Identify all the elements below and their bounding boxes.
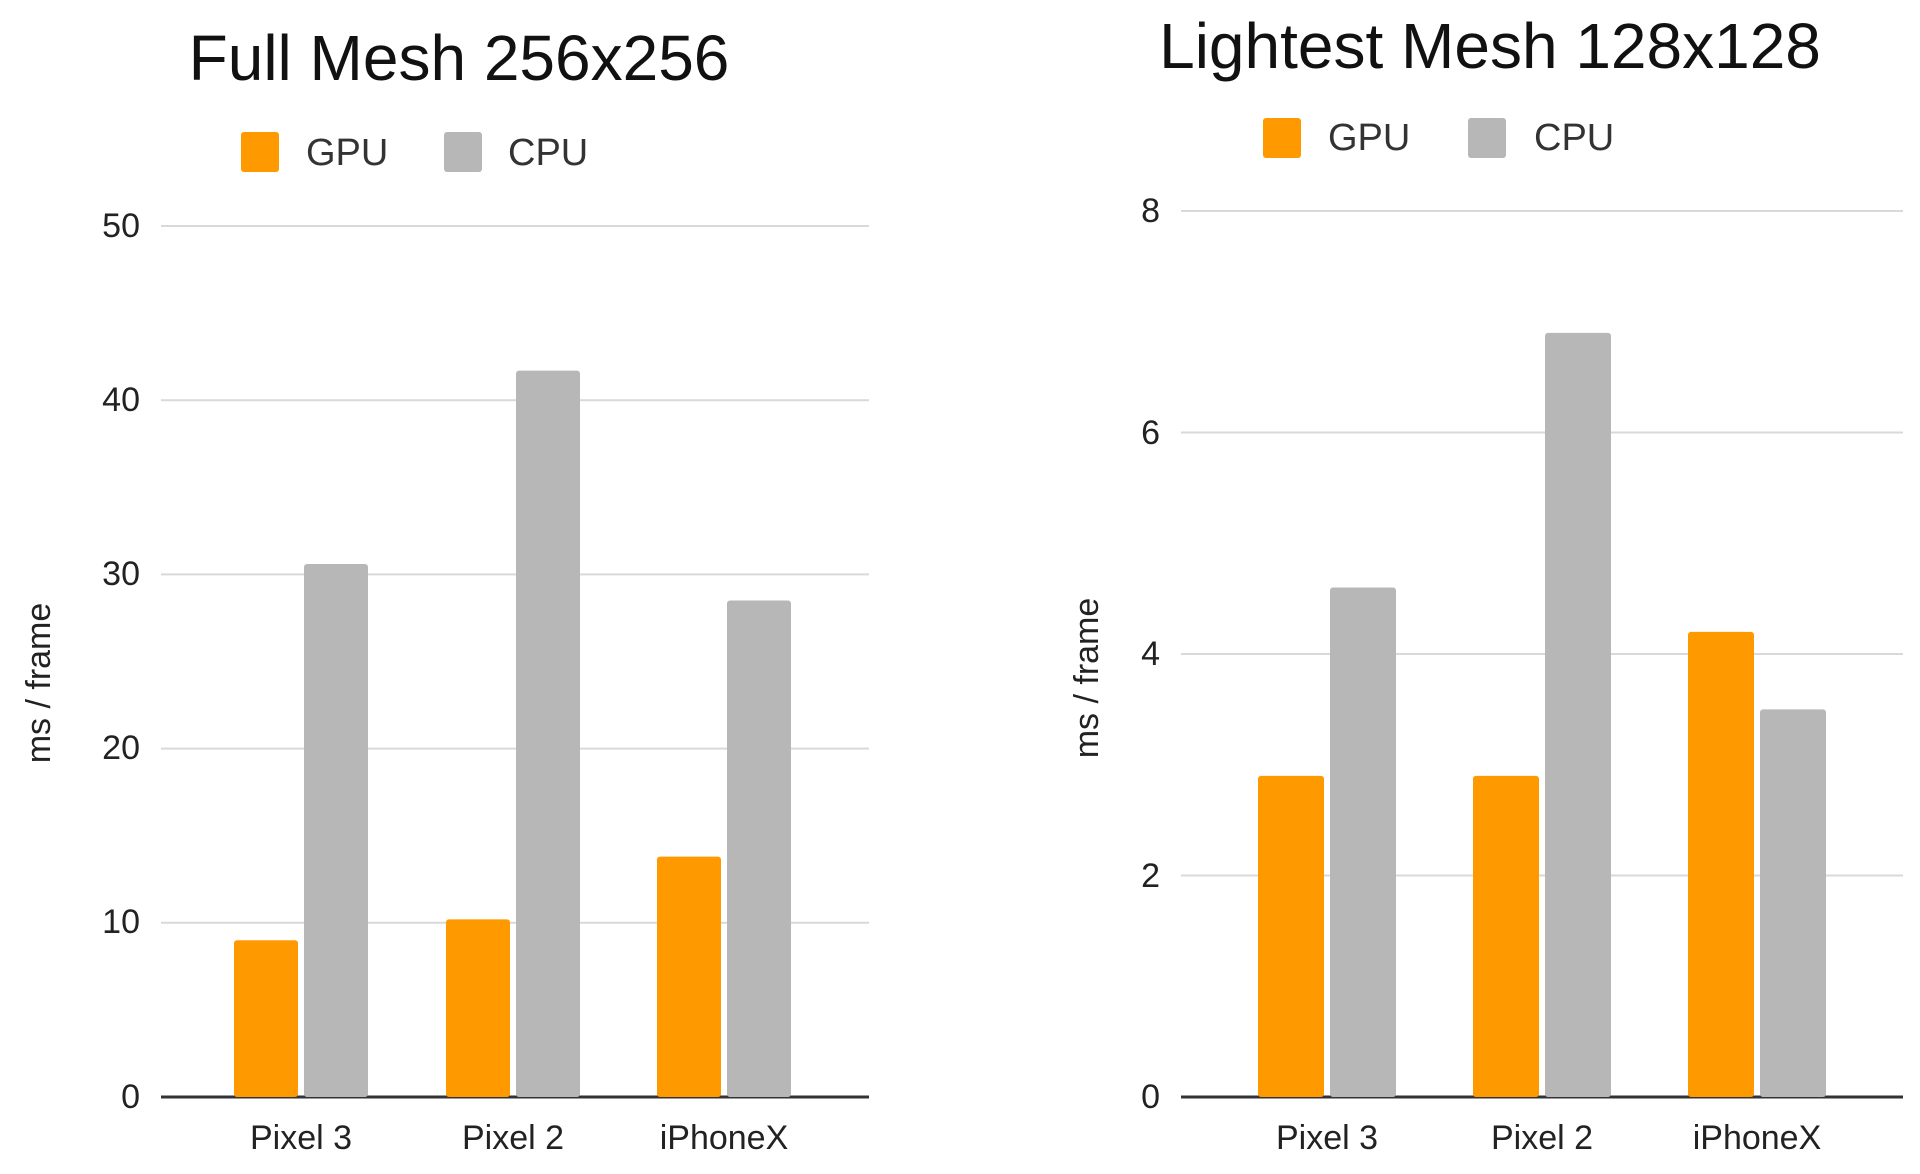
legend-swatch-cpu: [444, 132, 482, 172]
y-axis-label-full-mesh: ms / frame: [20, 603, 58, 764]
chart-full-mesh: Full Mesh 256x256 GPU CPU ms / frame 0 1…: [20, 22, 869, 1157]
y-axis-label-lightest-mesh: ms / frame: [1068, 598, 1106, 759]
bar-cpu-pixel-2: [1545, 332, 1611, 1097]
x-tick-label-pixel-2: Pixel 2: [462, 1119, 564, 1157]
y-tick-label: 0: [1141, 1078, 1160, 1116]
x-tick-label-pixel-3: Pixel 3: [1276, 1119, 1378, 1157]
bar-cpu-iphonex: [1760, 709, 1826, 1097]
y-tick-label: 2: [1141, 857, 1160, 895]
bar-cpu-iphonex: [727, 600, 791, 1097]
y-tick-label: 10: [102, 903, 140, 941]
x-tick-label-pixel-3: Pixel 3: [250, 1119, 352, 1157]
bar-cpu-pixel-3: [304, 563, 368, 1097]
y-tick-labels-full-mesh: 0 10 20 30 40 50: [102, 207, 140, 1116]
legend-swatch-gpu: [241, 132, 279, 172]
y-tick-label: 8: [1141, 192, 1160, 230]
y-tick-labels-lightest-mesh: 0 2 4 6 8: [1141, 192, 1160, 1116]
x-tick-label-iphonex: iPhoneX: [660, 1119, 789, 1157]
y-tick-label: 50: [102, 207, 140, 245]
y-tick-label: 30: [102, 555, 140, 593]
x-tick-label-pixel-2: Pixel 2: [1491, 1119, 1593, 1157]
y-tick-label: 0: [121, 1078, 140, 1116]
bars-lightest-mesh: [1258, 332, 1826, 1097]
bar-gpu-pixel-3: [1258, 775, 1324, 1097]
y-tick-label: 20: [102, 729, 140, 767]
bar-cpu-pixel-2: [516, 370, 580, 1097]
legend-label-cpu: CPU: [508, 132, 588, 174]
legend-lightest-mesh: GPU CPU: [1263, 117, 1614, 159]
y-tick-label: 40: [102, 381, 140, 419]
x-tick-labels-full-mesh: Pixel 3 Pixel 2 iPhoneX: [250, 1119, 788, 1157]
legend-label-gpu: GPU: [1328, 117, 1410, 159]
y-tick-label: 4: [1141, 635, 1160, 673]
legend-swatch-gpu: [1263, 118, 1301, 158]
legend-label-gpu: GPU: [306, 132, 388, 174]
legend-full-mesh: GPU CPU: [241, 132, 588, 174]
x-tick-label-iphonex: iPhoneX: [1693, 1119, 1822, 1157]
x-tick-labels-lightest-mesh: Pixel 3 Pixel 2 iPhoneX: [1276, 1119, 1821, 1157]
bars-full-mesh: [234, 370, 791, 1097]
chart-title-full-mesh: Full Mesh 256x256: [189, 22, 730, 94]
y-tick-label: 6: [1141, 414, 1160, 452]
bar-gpu-pixel-2: [1473, 775, 1539, 1097]
bar-gpu-pixel-3: [234, 940, 298, 1097]
chart-lightest-mesh: Lightest Mesh 128x128 GPU CPU ms / frame…: [1068, 10, 1903, 1157]
bar-gpu-pixel-2: [446, 919, 510, 1097]
bar-gpu-iphonex: [1688, 631, 1754, 1097]
legend-swatch-cpu: [1468, 118, 1506, 158]
bar-cpu-pixel-3: [1330, 587, 1396, 1097]
legend-label-cpu: CPU: [1534, 117, 1614, 159]
bar-gpu-iphonex: [657, 856, 721, 1097]
chart-title-lightest-mesh: Lightest Mesh 128x128: [1159, 10, 1821, 82]
